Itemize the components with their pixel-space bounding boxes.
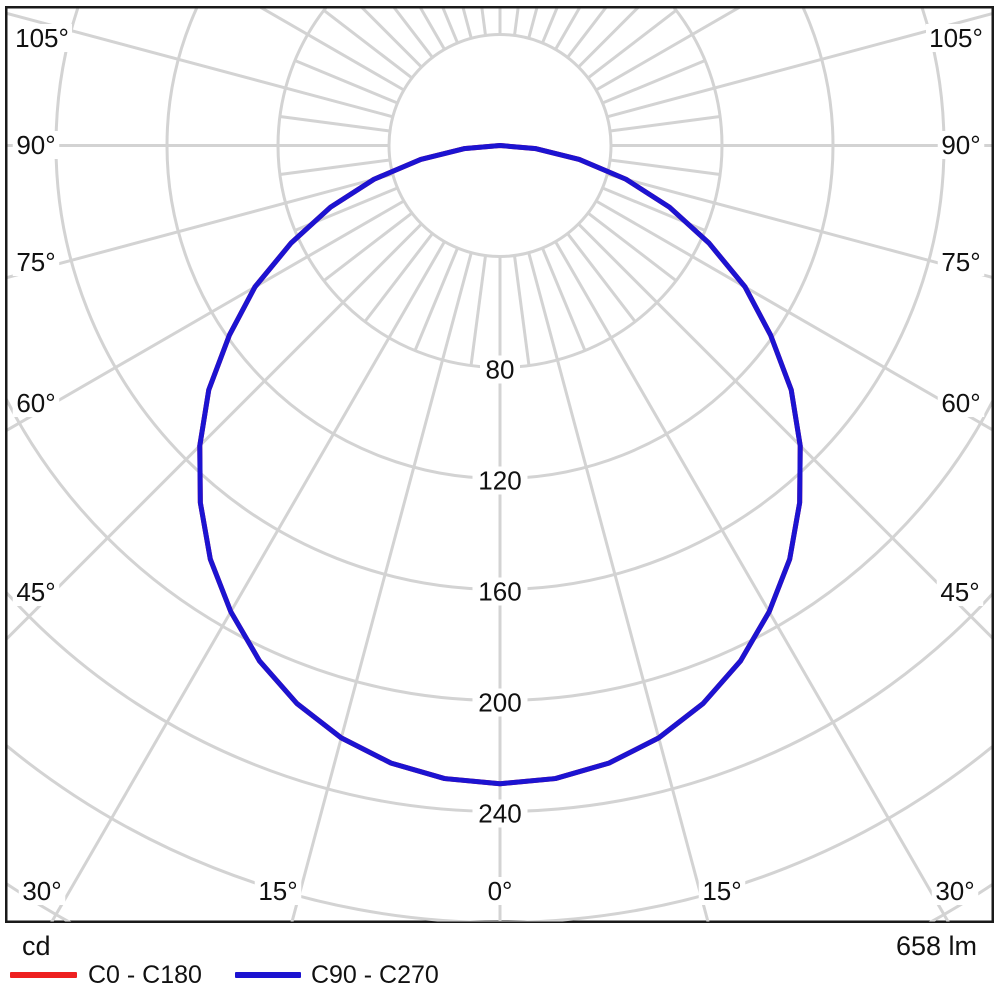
radial-tick-label: 160 — [478, 577, 521, 607]
radial-tick-label: 80 — [486, 355, 515, 385]
grid-spoke-minor — [601, 59, 706, 105]
legend-line-c0-c180 — [10, 972, 77, 978]
grid-spoke-major — [7, 172, 394, 280]
curve-c90-c270 — [197, 143, 803, 787]
grid-spoke-minor — [587, 9, 678, 80]
tick-label-bg — [698, 877, 746, 905]
angle-tick-label: 75° — [941, 247, 980, 277]
tick-label-bg — [12, 248, 60, 276]
grid-spoke-major — [606, 12, 992, 119]
angle-tick-label: 60° — [941, 388, 980, 418]
radial-unit-label: cd — [22, 931, 51, 961]
tick-label-bg — [472, 688, 528, 717]
angle-tick-label: 30° — [22, 876, 61, 906]
grid-spoke-minor — [279, 158, 391, 176]
tick-label-bg — [472, 577, 528, 606]
grid-spoke-minor — [413, 247, 459, 352]
tick-label-bg — [472, 799, 528, 828]
grid-spoke-minor — [469, 255, 487, 366]
angle-tick-label: 30° — [935, 876, 974, 906]
angle-tick-label: 105° — [15, 23, 69, 53]
radial-tick-label: 240 — [478, 799, 521, 829]
grid-spoke-minor — [441, 8, 459, 44]
angle-tick-label: 45° — [940, 577, 979, 607]
angle-tick-label: 0° — [488, 876, 513, 906]
angle-tick-label: 105° — [929, 23, 983, 53]
angle-tick-label: 15° — [258, 876, 297, 906]
angle-tick-label: 15° — [702, 876, 741, 906]
tick-label-bg — [254, 877, 302, 905]
grid-spoke-minor — [566, 232, 637, 323]
angle-tick-label: 75° — [16, 247, 55, 277]
tick-label-bg — [926, 24, 986, 52]
intensity-curves — [197, 143, 803, 787]
grid-spoke-minor — [279, 115, 391, 133]
radial-tick-label: 200 — [478, 688, 521, 718]
grid-spoke-major — [577, 222, 992, 640]
tick-label-bg — [480, 355, 520, 384]
legend: C0 - C180 C90 - C270 — [10, 958, 439, 992]
grid-spoke-minor — [566, 8, 608, 59]
tick-label-bg — [936, 578, 984, 606]
grid-spoke-major — [50, 240, 446, 922]
grid-spoke-major — [595, 199, 992, 431]
grid-spoke-minor — [513, 255, 531, 366]
legend-label-c0-c180: C0 - C180 — [88, 960, 202, 989]
grid-spoke-major — [7, 199, 405, 432]
grid-spoke-minor — [322, 211, 413, 282]
tick-label-bg — [937, 131, 985, 159]
angle-tick-label: 90° — [16, 130, 55, 160]
tick-label-bg — [937, 389, 985, 417]
angle-tick-label: 45° — [16, 577, 55, 607]
luminous-flux-label: 658 lm — [895, 931, 977, 961]
tick-label-bg — [483, 877, 517, 905]
grid-spoke-major — [7, 222, 423, 641]
grid-spoke-minor — [392, 8, 434, 59]
tick-label-bg — [472, 466, 528, 495]
grid-spoke-minor — [294, 59, 399, 105]
radial-tick-labels: 80 120 160 200 240 — [472, 355, 528, 829]
grid-spoke-major — [606, 172, 992, 279]
grid-spoke-minor — [513, 8, 520, 36]
grid-spoke-major — [554, 240, 950, 922]
grid-spoke-major — [7, 11, 394, 119]
tick-label-bg — [12, 24, 72, 52]
tick-label-bg — [937, 248, 985, 276]
grid-spoke-major — [290, 252, 473, 922]
grid-spoke-minor — [541, 8, 559, 44]
legend-label-c90-c270: C90 - C270 — [310, 960, 439, 989]
angle-tick-label: 90° — [941, 130, 980, 160]
grid-spoke-minor — [322, 9, 413, 80]
grid-spoke-minor — [541, 247, 587, 352]
angle-tick-label: 60° — [16, 388, 55, 418]
grid-spoke-minor — [609, 158, 721, 176]
grid-spoke-minor — [480, 8, 487, 36]
tick-label-bg — [12, 131, 60, 159]
grid-spoke-minor — [609, 115, 721, 133]
grid-spoke-major — [527, 252, 710, 922]
grid-spoke-minor — [587, 211, 678, 282]
legend-line-c90-c270 — [234, 972, 301, 978]
radial-tick-label: 120 — [478, 466, 521, 496]
grid-spoke-minor — [363, 232, 434, 323]
tick-label-bg — [12, 578, 60, 606]
angle-tick-labels: 105° 90° 75° 60° 45° 30° 15° 0° 15° 30° 45° 60° 75° 9… — [12, 23, 986, 906]
tick-label-bg — [931, 877, 979, 905]
tick-label-bg — [12, 389, 60, 417]
tick-label-bg — [18, 877, 66, 905]
